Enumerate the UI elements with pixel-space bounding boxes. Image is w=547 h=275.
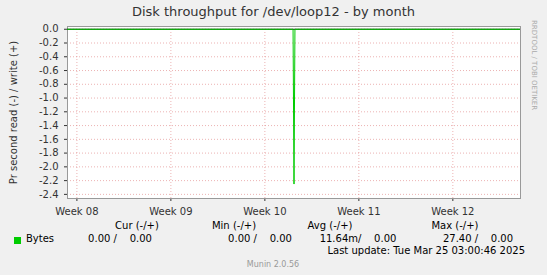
svg-text:-2.0: -2.0	[39, 161, 59, 172]
svg-text:-1.4: -1.4	[39, 120, 59, 131]
svg-text:-2.4: -2.4	[39, 189, 59, 200]
html-text:Max (-/+): Max (-/+)	[431, 220, 479, 231]
html-text:27.40 / 0.00: 27.40 / 0.00	[442, 233, 514, 244]
svg-text:0.0: 0.0	[43, 23, 59, 34]
html-text:Disk throughput for /dev/loop1: Disk throughput for /dev/loop12 - by mon…	[131, 4, 415, 19]
svg-text:Week 12: Week 12	[431, 206, 474, 217]
html-text:Min (-/+): Min (-/+)	[212, 220, 256, 231]
svg-text:-1.0: -1.0	[39, 92, 59, 103]
svg-text:Week 10: Week 10	[243, 206, 286, 217]
html-text:Munin 2.0.56: Munin 2.0.56	[246, 260, 300, 269]
html-text:11.64m/ 0.00: 11.64m/ 0.00	[319, 233, 397, 244]
html-text:Bytes: Bytes	[26, 233, 55, 244]
svg-text:Week 08: Week 08	[55, 206, 98, 217]
svg-text:-1.6: -1.6	[39, 134, 59, 145]
html-text:0.00 / 0.00: 0.00 / 0.00	[228, 233, 292, 244]
svg-text:-2.2: -2.2	[39, 175, 59, 186]
html-text:Last update: Tue Mar 25 03:00:: Last update: Tue Mar 25 03:00:46 2025	[327, 245, 525, 256]
svg-text:-0.4: -0.4	[39, 51, 59, 62]
svg-text:-1.2: -1.2	[39, 106, 59, 117]
svg-text:-0.8: -0.8	[39, 78, 59, 89]
svg-text:Week 09: Week 09	[149, 206, 192, 217]
svg-text:-0.6: -0.6	[39, 65, 59, 76]
svg-text:-0.2: -0.2	[39, 37, 59, 48]
html-text:Avg (-/+): Avg (-/+)	[307, 220, 353, 231]
svg-text:Week 11: Week 11	[337, 206, 380, 217]
html-text:RRDTOOL / TOBI OETIKER: RRDTOOL / TOBI OETIKER	[530, 20, 538, 111]
html-text:Cur (-/+): Cur (-/+)	[115, 220, 159, 231]
html-text:0.00 / 0.00: 0.00 / 0.00	[88, 233, 152, 244]
svg-text:Pr second read (-) / write (+): Pr second read (-) / write (+)	[8, 41, 19, 184]
svg-text:-1.8: -1.8	[39, 147, 59, 158]
